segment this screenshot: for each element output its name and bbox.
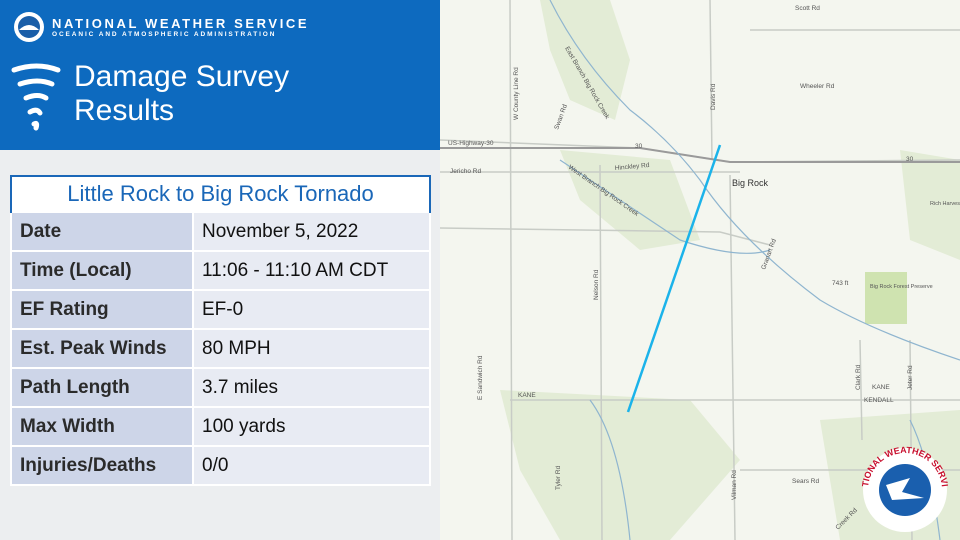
map-label: E Sandwich Rd: [477, 355, 484, 400]
map-label: Jeter Rd: [907, 365, 914, 390]
map-label: 30: [906, 156, 914, 163]
map-label: Hinckley Rd: [615, 162, 651, 172]
row-value: EF-0: [192, 289, 431, 330]
table-row: EF Rating EF-0: [10, 289, 431, 330]
table-row: Path Length 3.7 miles: [10, 367, 431, 408]
tornado-icon: [11, 63, 61, 131]
row-value: 80 MPH: [192, 328, 431, 369]
header: NATIONAL WEATHER SERVICE OCEANIC AND ATM…: [0, 0, 440, 150]
row-value: 100 yards: [192, 406, 431, 447]
nws-logo: [863, 448, 947, 532]
map-label: 743 ft: [832, 280, 848, 287]
table-row: Max Width 100 yards: [10, 406, 431, 447]
map-label: Tyler Rd: [555, 465, 562, 490]
noaa-bird: [19, 25, 39, 30]
info-panel: NATIONAL WEATHER SERVICE OCEANIC AND ATM…: [0, 0, 440, 540]
map-label: Sears Rd: [792, 478, 819, 485]
table-row: Est. Peak Winds 80 MPH: [10, 328, 431, 369]
row-label: EF Rating: [10, 289, 194, 330]
map-label: KENDALL: [864, 397, 894, 404]
row-label: Est. Peak Winds: [10, 328, 194, 369]
map-label: W County Line Rd: [513, 67, 520, 120]
header-icons: [11, 12, 61, 131]
row-value: 0/0: [192, 445, 431, 486]
highway: [440, 147, 960, 163]
map-label: Clark Rd: [855, 364, 862, 390]
row-label: Date: [10, 211, 194, 252]
table-row: Injuries/Deaths 0/0: [10, 445, 431, 486]
map-label: Wheeler Rd: [800, 83, 835, 90]
row-value: 3.7 miles: [192, 367, 431, 408]
slide-title: Damage Survey Results: [74, 60, 290, 127]
org-subname: OCEANIC AND ATMOSPHERIC ADMINISTRATION: [52, 31, 277, 38]
survey-table: Little Rock to Big Rock Tornado Date Nove…: [10, 175, 431, 486]
row-value: November 5, 2022: [192, 211, 431, 252]
map-label: Nelson Rd: [593, 269, 600, 300]
map-label: Jericho Rd: [450, 168, 481, 175]
map-label: KANE: [872, 384, 890, 391]
table-row: Date November 5, 2022: [10, 211, 431, 252]
table-row: Time (Local) 11:06 - 11:10 AM CDT: [10, 250, 431, 291]
row-label: Max Width: [10, 406, 194, 447]
preserve: [865, 272, 907, 324]
map-label: Big Rock Forest Preserve: [870, 284, 933, 290]
map-label: Big Rock: [732, 178, 769, 188]
row-value: 11:06 - 11:10 AM CDT: [192, 250, 431, 291]
map-label: KANE: [518, 392, 536, 399]
org-name: NATIONAL WEATHER SERVICE: [52, 16, 310, 31]
table-title: Little Rock to Big Rock Tornado: [10, 175, 431, 212]
woods: [500, 0, 960, 540]
map-label: Rich Harvest Farms: [930, 201, 960, 207]
map-label: Scott Rd: [795, 5, 820, 12]
map-label: US-Highway-30: [448, 140, 494, 147]
map-label: Vilman Rd: [731, 470, 738, 500]
map-label: Davis Rd: [710, 83, 717, 110]
row-label: Injuries/Deaths: [10, 445, 194, 486]
row-label: Time (Local): [10, 250, 194, 291]
map: Scott Rd Wheeler Rd US-Highway-30 30 30 Jeric…: [440, 0, 960, 540]
tornado-track: [626, 144, 722, 413]
row-label: Path Length: [10, 367, 194, 408]
map-label: 30: [635, 143, 643, 150]
